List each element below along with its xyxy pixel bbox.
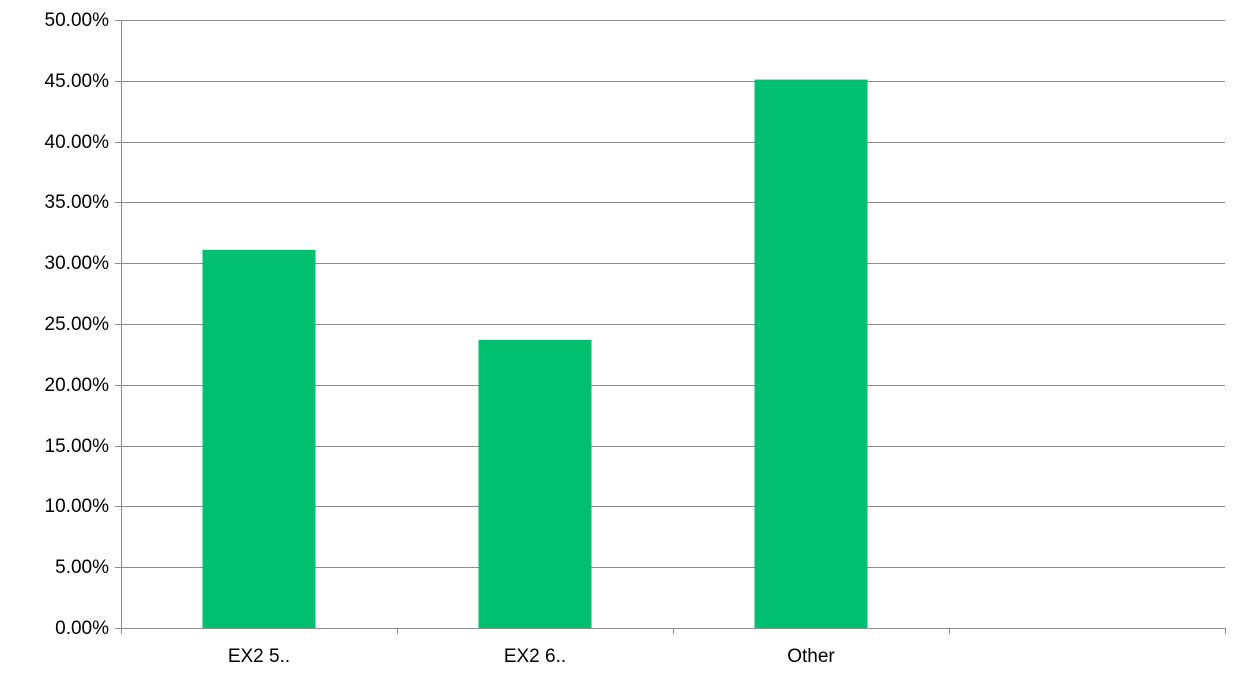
bar (202, 249, 316, 628)
y-tick-label: 50.00% (45, 10, 110, 31)
y-tick-label: 30.00% (45, 253, 110, 274)
bar (478, 339, 592, 628)
x-tick-label: EX2 5.. (228, 646, 290, 667)
y-tick-label: 10.00% (45, 496, 110, 517)
x-tick-label: Other (787, 646, 835, 667)
y-tick-label: 5.00% (55, 557, 109, 578)
y-tick-label: 20.00% (45, 375, 110, 396)
y-tick-label: 35.00% (45, 192, 110, 213)
y-axis-tick-labels: 0.00% 5.00% 10.00% 15.00% 20.00% 25.00% 30.00%… (45, 10, 110, 639)
y-tick-label: 15.00% (45, 436, 110, 457)
y-tick-label: 0.00% (55, 618, 109, 639)
x-axis-tick-labels: EX2 5.. EX2 6.. Other (228, 646, 836, 667)
y-tick-label: 40.00% (45, 132, 110, 153)
y-tick-label: 25.00% (45, 314, 110, 335)
bars (202, 79, 868, 629)
bar (754, 79, 868, 629)
x-tick-label: EX2 6.. (504, 646, 566, 667)
y-tick-label: 45.00% (45, 71, 110, 92)
axes (115, 20, 1226, 634)
